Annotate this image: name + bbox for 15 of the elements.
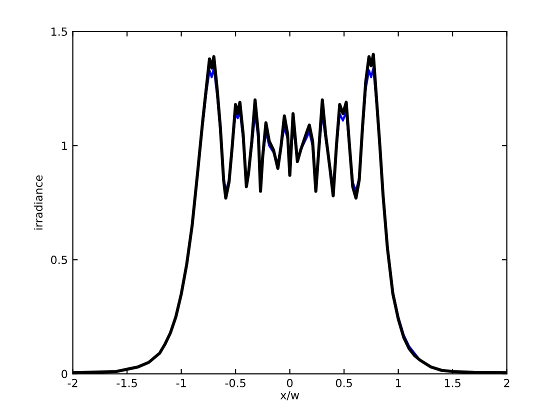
y-axis-title: irradiance: [34, 175, 43, 230]
x-tick-label: 0.5: [336, 378, 352, 388]
y-tick-label: 0.5: [51, 256, 67, 264]
x-axis-title: x/w: [280, 391, 300, 400]
x-tick-label: 0: [287, 378, 293, 388]
y-tick-label: 1: [62, 142, 67, 150]
y-tick-label: 0: [62, 370, 68, 378]
x-tick-label: 2: [504, 378, 510, 388]
x-tick-label: -2: [68, 378, 78, 388]
x-tick-label: -0.5: [225, 378, 246, 388]
x-tick-label: 1.5: [444, 379, 460, 388]
x-tick-label: -1.5: [116, 379, 137, 388]
x-tick-label: 1: [396, 379, 401, 388]
x-tick-label: -1: [176, 379, 186, 388]
y-tick-label: 1.5: [51, 28, 67, 36]
